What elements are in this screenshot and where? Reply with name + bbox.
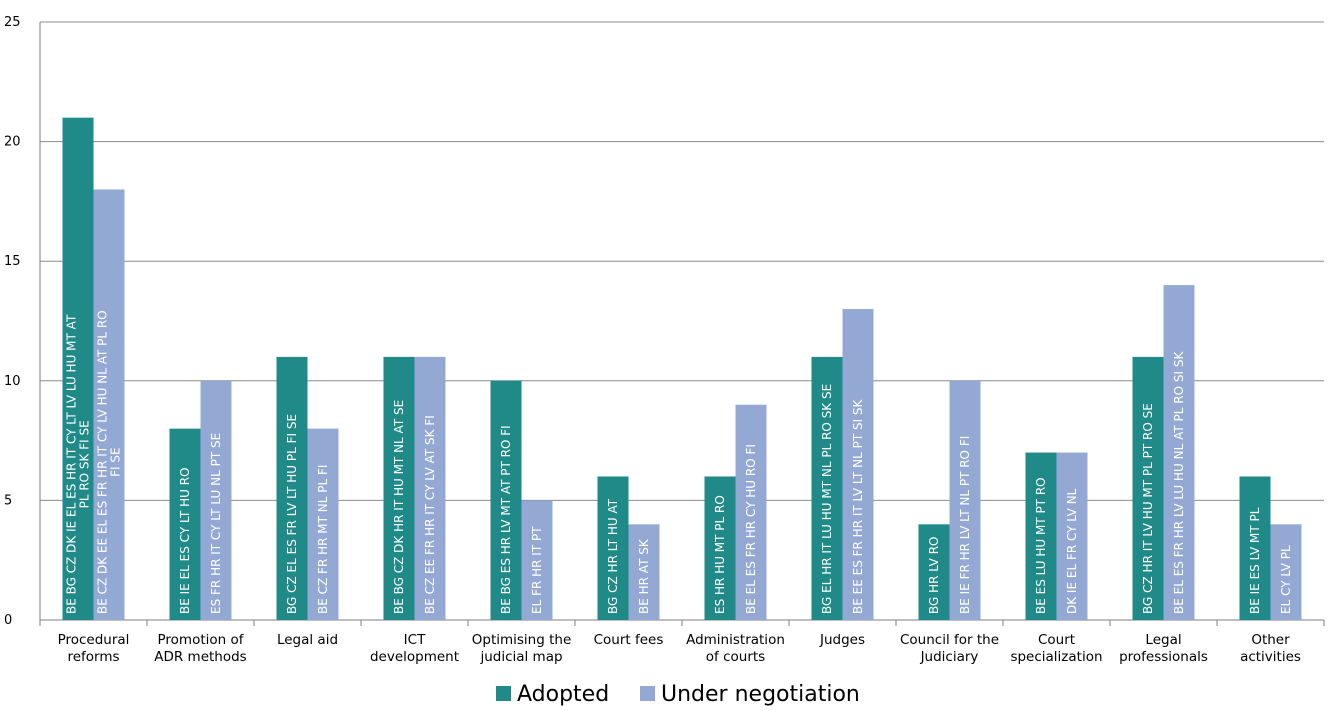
- bar-under-negotiation: [1163, 285, 1195, 620]
- bar-data-label: BE ES LU HU MT PT RO: [1034, 477, 1048, 614]
- x-category-label: Judges: [819, 632, 865, 648]
- bar-data-label: ES FR HR IT CY LT LU NL PT SE: [209, 433, 223, 614]
- bar-data-label: EL FR HR IT PT: [530, 526, 544, 614]
- bars: BE BG CZ DK IE EL ES HR IT CY LT LV LU H…: [62, 117, 1302, 621]
- category-group: ES HR HU MT PL RO BE EL ES FR HR CY HU RO…: [704, 404, 767, 620]
- bar-data-label: BE CZ FR HR MT NL PL FI: [316, 465, 330, 614]
- bar-data-label: BE BG ES HR LV MT AT PT RO FI: [499, 425, 513, 614]
- bar-data-label: EL CY LV PL: [1279, 545, 1293, 614]
- bar-data-label: BE BG CZ DK HR IT HU MT NL AT SE: [392, 400, 406, 614]
- bar-data-label: BE CZ DK EE EL ES FR HR IT CY LV HU NL A…: [96, 310, 123, 614]
- bar-data-label: BE EL ES FR HR LV LU HU NL AT PL RO SI S…: [1172, 351, 1186, 614]
- legend-label: Adopted: [517, 682, 609, 707]
- x-category-label: Council for the Judiciary: [900, 632, 999, 665]
- category-group: BG EL HR IT LU HU MT NL PL RO SK SE BE EE…: [811, 309, 874, 620]
- bar-under-negotiation: [735, 404, 767, 620]
- bar-data-label: BG CZ EL ES FR LV LT HU PL FI SE: [285, 414, 299, 614]
- x-category-label: Court fees: [594, 632, 664, 648]
- bar-adopted: [811, 356, 843, 620]
- legend-item-under-negotiation: Under negotiation: [640, 682, 860, 707]
- category-group: BG CZ HR LT HU AT BE HR AT SK: [597, 476, 660, 620]
- bar-adopted: [918, 524, 950, 620]
- category-group: BG CZ HR IT LV HU MT PL PT RO SE BE EL ES…: [1132, 285, 1195, 620]
- bar-data-label: BG HR LV RO: [927, 537, 941, 614]
- category-group: BE IE ES LV MT PL EL CY LV PL: [1239, 476, 1302, 620]
- bar-data-label: BE IE FR HR LV LT NL PT RO FI: [958, 436, 972, 614]
- bar-adopted: [383, 356, 415, 620]
- bar-adopted: [704, 476, 736, 620]
- bar-data-label: DK IE EL FR CY LV NL: [1065, 488, 1079, 614]
- category-group: BE BG CZ DK IE EL ES HR IT CY LT LV LU H…: [62, 117, 125, 621]
- x-category-label: Promotion of ADR methods: [154, 632, 246, 665]
- bar-data-label: BE CZ EE FR HR IT CY LV AT SK FI: [423, 415, 437, 614]
- category-group: BE BG CZ DK HR IT HU MT NL AT SE BE CZ EE…: [383, 356, 446, 620]
- bar-data-label: BE IE EL ES CY LT HU RO: [178, 467, 192, 614]
- bar-adopted: [1132, 356, 1164, 620]
- legend-swatch: [496, 686, 511, 701]
- bar-under-negotiation: [1056, 452, 1088, 620]
- y-tick-label: 0: [4, 613, 12, 628]
- y-tick-label: 10: [4, 374, 21, 389]
- y-tick-label: 20: [4, 135, 21, 150]
- bar-under-negotiation: [1270, 524, 1302, 620]
- legend: Adopted Under negotiation: [496, 682, 860, 707]
- x-axis: Procedural reforms Promotion of ADR methods…: [39, 620, 1325, 665]
- x-category-label: Other activities: [1240, 632, 1301, 665]
- x-category-label: Optimising the judicial map: [472, 632, 572, 665]
- x-category-label: Court specialization: [1010, 632, 1102, 665]
- bar-data-label: ES HR HU MT PL RO: [713, 495, 727, 614]
- x-category-label: Administration of courts: [686, 632, 785, 665]
- x-category-label: Legal aid: [277, 632, 338, 648]
- bar-data-label: BG CZ HR IT LV HU MT PL PT RO SE: [1141, 403, 1155, 614]
- bar-data-label: BG CZ HR LT HU AT: [606, 498, 620, 614]
- legend-item-adopted: Adopted: [496, 682, 609, 707]
- bar-data-label: BE IE ES LV MT PL: [1248, 507, 1262, 614]
- category-group: BE BG ES HR LV MT AT PT RO FI EL FR HR IT…: [490, 380, 553, 620]
- bar-data-label: BE HR AT SK: [637, 538, 651, 614]
- bar-under-negotiation: [628, 524, 660, 620]
- legend-label: Under negotiation: [661, 682, 860, 707]
- bar-data-label: BE BG CZ DK IE EL ES HR IT CY LT LV LU H…: [65, 314, 92, 614]
- bar-under-negotiation: [842, 309, 874, 620]
- bar-adopted: [276, 356, 308, 620]
- x-category-label: Legal professionals: [1119, 632, 1208, 665]
- bar-adopted: [1239, 476, 1271, 620]
- category-group: BG CZ EL ES FR LV LT HU PL FI SE BE CZ FR…: [276, 356, 339, 620]
- bar-data-label: BE EL ES FR HR CY HU RO FI: [744, 444, 758, 614]
- x-category-label: ICT development: [370, 632, 459, 665]
- bar-under-negotiation: [414, 356, 446, 620]
- bar-under-negotiation: [200, 380, 232, 620]
- bar-under-negotiation: [949, 380, 981, 620]
- y-axis: 0 5 10 15 20 25: [4, 15, 41, 628]
- bar-data-label: BE EE ES FR HR IT LV LT NL PT SI SK: [851, 398, 865, 614]
- category-group: BE ES LU HU MT PT RO DK IE EL FR CY LV NL: [1025, 452, 1088, 620]
- y-tick-label: 5: [4, 493, 12, 508]
- grid-lines: [40, 21, 1324, 621]
- bar-adopted: [597, 476, 629, 620]
- bar-adopted: [490, 380, 522, 620]
- bar-adopted: [62, 117, 94, 621]
- bar-data-label: BG EL HR IT LU HU MT NL PL RO SK SE: [820, 384, 834, 614]
- category-group: BE IE EL ES CY LT HU RO ES FR HR IT CY LT…: [169, 380, 232, 620]
- legend-swatch: [640, 686, 655, 701]
- y-tick-label: 25: [4, 15, 21, 30]
- y-tick-label: 15: [4, 254, 21, 269]
- category-group: BG HR LV RO BE IE FR HR LV LT NL PT RO FI: [918, 380, 981, 620]
- bar-adopted: [1025, 452, 1057, 620]
- bar-under-negotiation: [521, 500, 553, 620]
- bar-adopted: [169, 428, 201, 620]
- bar-under-negotiation: [307, 428, 339, 620]
- bar-under-negotiation: [93, 189, 125, 620]
- x-category-label: Procedural reforms: [58, 632, 130, 665]
